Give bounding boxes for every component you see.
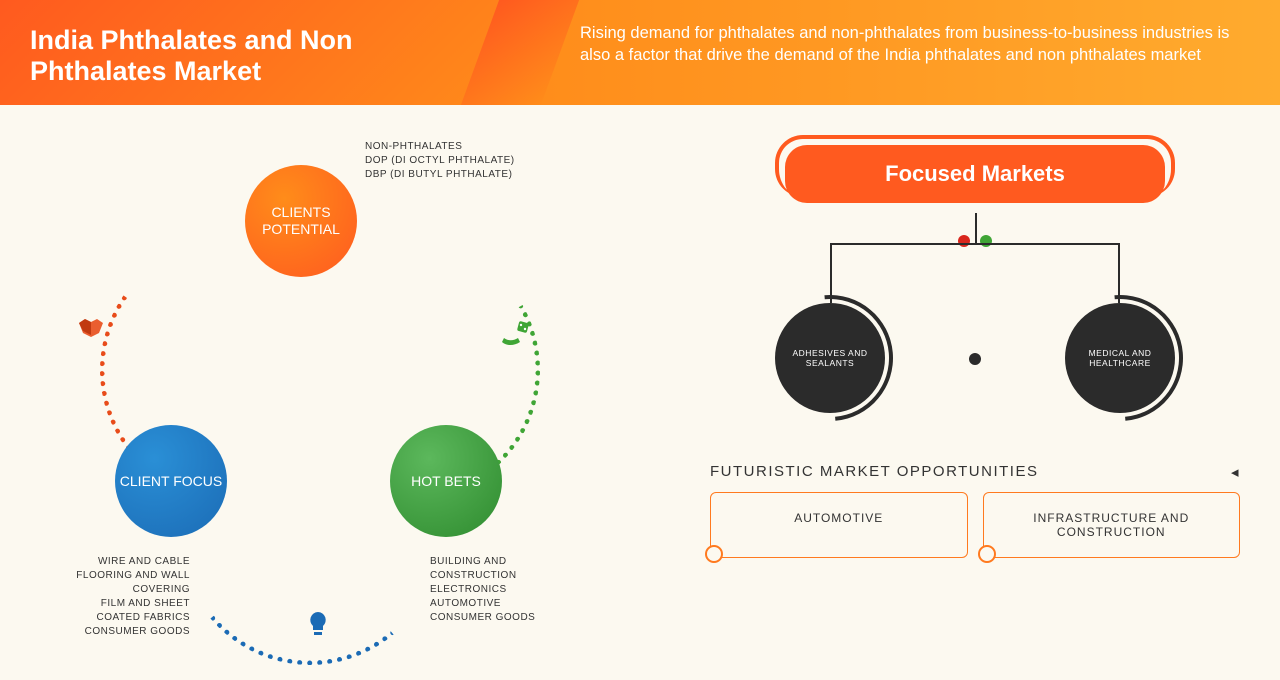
bulb-icon <box>305 610 331 647</box>
node-label: CLIENTS POTENTIAL <box>245 204 357 238</box>
node-clients-potential: CLIENTS POTENTIAL <box>245 165 357 277</box>
focused-tree: ADHESIVES AND SEALANTS MEDICAL AND HEALT… <box>710 213 1240 413</box>
opportunities-row: AUTOMOTIVE INFRASTRUCTURE AND CONSTRUCTI… <box>710 492 1240 558</box>
header-subtitle: Rising demand for phthalates and non-pht… <box>520 0 1280 105</box>
list-item: NON-PHTHALATES <box>365 140 515 154</box>
list-item: FILM AND SHEET <box>60 597 190 611</box>
list-item: FLOORING AND WALL COVERING <box>60 569 190 597</box>
list-item: ELECTRONICS <box>430 583 590 597</box>
cycle-diagram: CLIENTS POTENTIAL CLIENT FOCUS HOT BETS … <box>60 125 590 665</box>
tree-branch <box>830 243 1120 245</box>
list-item: COATED FABRICS <box>60 611 190 625</box>
list-client-focus: WIRE AND CABLE FLOORING AND WALL COVERIN… <box>60 555 190 639</box>
opp-automotive: AUTOMOTIVE <box>710 492 968 558</box>
center-dot <box>969 353 981 365</box>
node-hot-bets: HOT BETS <box>390 425 502 537</box>
subnode-medical: MEDICAL AND HEALTHCARE <box>1065 303 1175 413</box>
list-item: DBP (DI BUTYL PHTHALATE) <box>365 168 515 182</box>
node-client-focus: CLIENT FOCUS <box>115 425 227 537</box>
subnode-adhesives: ADHESIVES AND SEALANTS <box>775 303 885 413</box>
list-item: BUILDING AND CONSTRUCTION <box>430 555 590 583</box>
dot-green <box>980 235 992 247</box>
handshake-icon <box>75 315 107 350</box>
dot-red <box>958 235 970 247</box>
list-hot-bets: BUILDING AND CONSTRUCTION ELECTRONICS AU… <box>430 555 590 625</box>
header-left: India Phthalates and Non Phthalates Mark… <box>0 0 520 105</box>
list-clients-potential: NON-PHTHALATES DOP (DI OCTYL PHTHALATE) … <box>365 140 515 182</box>
node-label: CLIENT FOCUS <box>120 473 222 490</box>
list-item: AUTOMOTIVE <box>430 597 590 611</box>
body: CLIENTS POTENTIAL CLIENT FOCUS HOT BETS … <box>0 105 1280 680</box>
list-item: CONSUMER GOODS <box>60 625 190 639</box>
list-item: WIRE AND CABLE <box>60 555 190 569</box>
node-label: HOT BETS <box>411 473 481 490</box>
list-item: DOP (DI OCTYL PHTHALATE) <box>365 154 515 168</box>
dice-icon <box>500 320 534 357</box>
focused-markets-title: Focused Markets <box>785 145 1165 203</box>
opp-infrastructure: INFRASTRUCTURE AND CONSTRUCTION <box>983 492 1241 558</box>
futuristic-title: FUTURISTIC MARKET OPPORTUNITIES <box>710 463 1240 480</box>
page-title: India Phthalates and Non Phthalates Mark… <box>30 25 490 87</box>
right-panel: Focused Markets ADHESIVES AND SEALANTS M… <box>710 145 1240 558</box>
header: India Phthalates and Non Phthalates Mark… <box>0 0 1280 105</box>
list-item: CONSUMER GOODS <box>430 611 590 625</box>
tree-stem <box>975 213 977 243</box>
